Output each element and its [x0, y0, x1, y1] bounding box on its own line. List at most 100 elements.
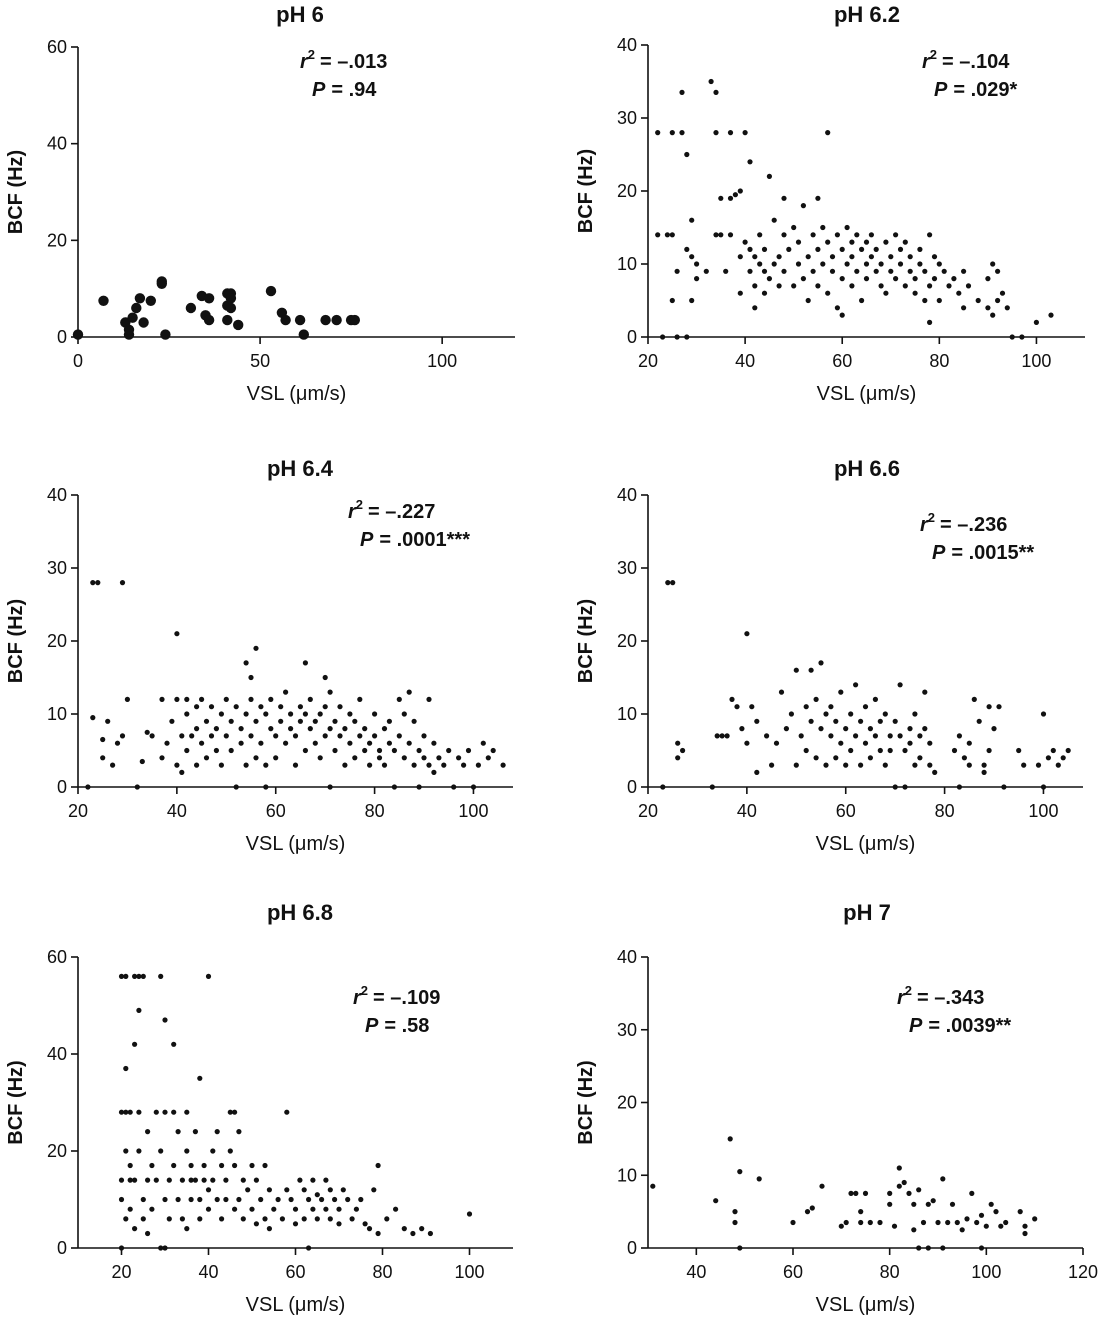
- data-point: [310, 1206, 316, 1212]
- data-point: [233, 319, 244, 331]
- data-point: [366, 1226, 373, 1232]
- data-point: [189, 733, 195, 739]
- data-point: [776, 254, 782, 260]
- data-point: [307, 726, 313, 732]
- x-tick-label: 40: [198, 1262, 218, 1282]
- data-point: [813, 755, 819, 761]
- data-point: [916, 1187, 922, 1193]
- data-point: [732, 1219, 738, 1226]
- data-point: [961, 305, 967, 311]
- p-value-annotation: P = .94: [312, 79, 377, 101]
- y-tick-label: 20: [617, 181, 637, 201]
- data-point: [829, 268, 836, 274]
- y-axis-label: BCF (Hz): [5, 599, 27, 683]
- data-point: [156, 276, 167, 287]
- data-point: [823, 762, 829, 768]
- data-point: [456, 755, 462, 761]
- x-tick-label: 40: [737, 801, 757, 821]
- data-point: [867, 726, 874, 732]
- data-point: [718, 195, 724, 201]
- data-point: [892, 784, 898, 790]
- data-point: [810, 232, 816, 238]
- y-axis-label: BCF (Hz): [5, 150, 27, 234]
- data-point: [153, 1177, 159, 1183]
- data-point: [345, 1196, 351, 1203]
- data-point: [998, 1223, 1004, 1229]
- data-point: [887, 733, 893, 739]
- data-point: [134, 293, 146, 304]
- data-point: [139, 758, 145, 765]
- chart-title: pH 7: [843, 900, 891, 925]
- data-point: [123, 324, 135, 335]
- data-point: [174, 762, 180, 768]
- data-point: [171, 1162, 177, 1169]
- data-point: [118, 973, 125, 980]
- data-point: [897, 682, 903, 688]
- data-point: [381, 726, 388, 732]
- data-point: [854, 232, 860, 238]
- data-point: [862, 704, 869, 710]
- data-point: [123, 1216, 129, 1222]
- data-point: [179, 733, 185, 739]
- data-point: [416, 784, 422, 790]
- data-point: [480, 740, 486, 746]
- data-point: [922, 689, 928, 695]
- data-point: [849, 239, 855, 245]
- data-point: [804, 1209, 811, 1215]
- x-tick-label: 20: [638, 351, 658, 371]
- y-tick-label: 0: [627, 777, 637, 797]
- data-point: [781, 268, 787, 274]
- data-point: [961, 755, 968, 761]
- data-point: [208, 733, 215, 739]
- data-point: [834, 232, 841, 238]
- data-point: [669, 297, 675, 304]
- data-point: [197, 1196, 203, 1203]
- x-tick-label: 80: [929, 351, 949, 371]
- data-point: [839, 246, 845, 252]
- data-point: [179, 1216, 185, 1222]
- data-point: [867, 755, 874, 761]
- data-point: [416, 747, 422, 754]
- data-point: [149, 1206, 155, 1212]
- data-point: [742, 130, 748, 136]
- y-tick-label: 20: [47, 631, 67, 651]
- data-point: [266, 1226, 272, 1232]
- data-point: [975, 297, 981, 304]
- data-point: [184, 1226, 190, 1232]
- data-point: [887, 747, 893, 754]
- data-point: [205, 1187, 212, 1193]
- data-point: [301, 1216, 307, 1222]
- y-tick-label: 0: [627, 327, 637, 347]
- y-axis-label: BCF (Hz): [575, 599, 597, 683]
- data-point: [660, 334, 666, 340]
- data-point: [788, 711, 795, 717]
- data-point: [490, 747, 496, 754]
- data-point: [243, 660, 249, 666]
- data-point: [986, 747, 992, 754]
- data-point: [911, 1201, 917, 1207]
- data-point: [357, 696, 363, 703]
- data-point: [1019, 334, 1025, 340]
- data-point: [912, 711, 918, 717]
- r-exponent: 2: [361, 983, 368, 998]
- data-point: [684, 334, 690, 340]
- data-point: [175, 1129, 181, 1135]
- data-point: [853, 733, 859, 739]
- p-value-annotation: P = .0001***: [360, 529, 470, 551]
- data-point: [475, 762, 481, 768]
- data-point: [118, 1196, 125, 1203]
- data-point: [956, 290, 962, 296]
- data-point: [258, 704, 264, 710]
- data-point: [655, 232, 661, 238]
- data-point: [233, 784, 239, 790]
- data-point: [971, 696, 977, 703]
- data-point: [674, 334, 680, 340]
- y-tick-label: 10: [617, 1165, 637, 1185]
- data-point: [262, 1162, 268, 1169]
- data-point: [140, 1196, 146, 1203]
- data-point: [754, 769, 760, 776]
- data-point: [179, 769, 185, 776]
- y-tick-label: 40: [47, 134, 67, 154]
- data-point: [684, 151, 690, 158]
- data-point: [500, 762, 506, 768]
